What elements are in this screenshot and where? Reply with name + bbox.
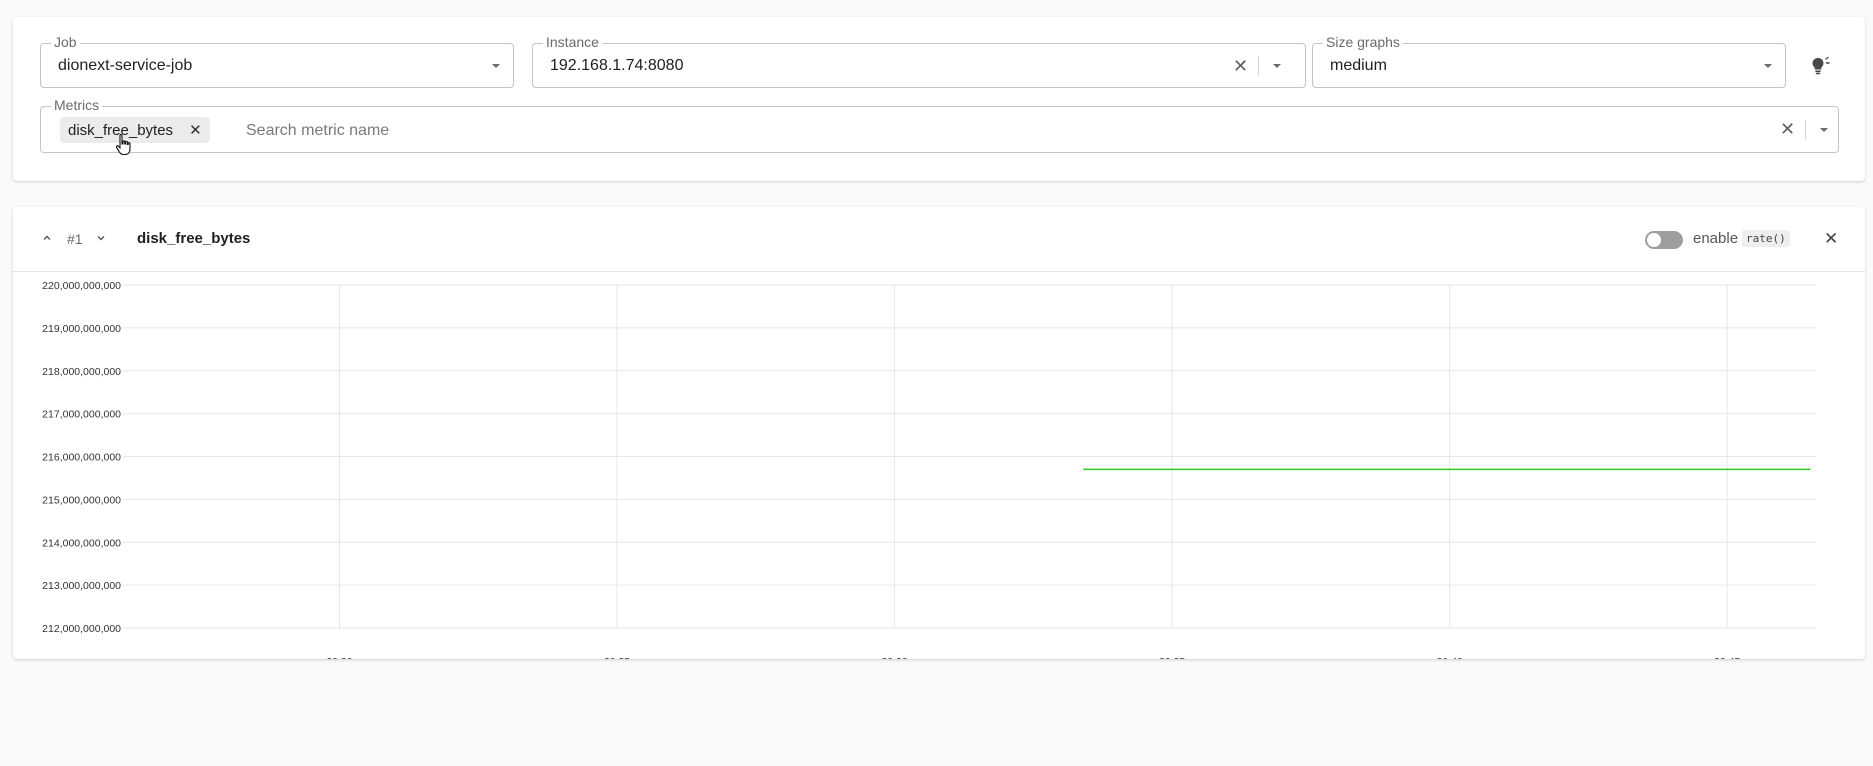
instance-label: Instance [543,33,602,51]
job-value: dionext-service-job [58,57,193,74]
graph-header: #1 disk_free_bytes enable rate() ✕ [13,207,1865,272]
metrics-divider [1805,121,1806,139]
metric-chart: 212,000,000,000 213,000,000,000 214,000,00… [42,280,1816,659]
instance-value: 192.168.1.74:8080 [550,57,684,74]
y-tick-label: 213,000,000,000 [42,580,121,592]
size-dropdown-icon[interactable] [1764,64,1772,68]
rate-code: rate() [1742,230,1790,247]
instance-divider [1258,57,1259,75]
x-tick-label: 20:45 [1714,656,1740,659]
instance-select[interactable]: Instance 192.168.1.74:8080 ✕ [532,33,1306,88]
x-tick-label: 20:20 [326,656,352,659]
size-graphs-value: medium [1330,57,1387,74]
hand-cursor-icon [115,133,131,156]
rate-toggle[interactable] [1645,231,1683,249]
rate-enable-text: enable [1693,230,1739,247]
close-graph-icon[interactable]: ✕ [1824,229,1839,248]
job-dropdown-icon[interactable] [492,64,500,68]
metrics-dropdown-icon[interactable] [1820,128,1828,132]
filters-panel: Job dionext-service-job Instance 192.168… [13,17,1865,181]
y-tick-label: 215,000,000,000 [42,494,121,506]
graph-index: #1 [67,231,83,247]
x-axis-labels: 20:202024-06-1620:2520:3020:3520:4020:45 [326,656,1740,659]
x-tick-label: 20:40 [1437,656,1463,659]
x-tick-label: 20:25 [604,656,630,659]
y-tick-label: 218,000,000,000 [42,366,121,378]
y-tick-label: 216,000,000,000 [42,452,121,464]
rate-toggle-knob [1647,233,1661,247]
metrics-clear-icon[interactable]: ✕ [1780,119,1796,139]
metric-chip-remove-icon[interactable]: ✕ [189,122,202,139]
graph-card: #1 disk_free_bytes enable rate() ✕ 212,00… [13,207,1865,659]
instance-clear-icon[interactable]: ✕ [1233,56,1249,76]
instance-dropdown-icon[interactable] [1273,64,1281,68]
y-axis-labels: 212,000,000,000 213,000,000,000 214,000,00… [42,280,121,635]
metrics-label: Metrics [51,96,103,114]
move-down-icon[interactable] [96,233,106,243]
job-label: Job [51,33,80,51]
metrics-select[interactable]: Metrics disk_free_bytes ✕ ✕ [40,96,1839,153]
x-tick-label: 20:30 [881,656,907,659]
move-up-icon[interactable] [42,233,52,243]
job-select[interactable]: Job dionext-service-job [40,33,514,88]
lightbulb-icon[interactable] [1809,55,1831,77]
y-tick-label: 219,000,000,000 [42,323,121,335]
x-tick-label: 20:35 [1159,656,1185,659]
size-graphs-label: Size graphs [1323,33,1403,51]
chart-gridlines [123,284,1816,629]
graph-title: disk_free_bytes [137,230,251,247]
size-graphs-select[interactable]: Size graphs medium [1312,33,1786,88]
metric-search-input[interactable] [244,119,1548,143]
y-tick-label: 214,000,000,000 [42,537,121,549]
y-tick-label: 220,000,000,000 [42,280,121,292]
metric-chip-label: disk_free_bytes [68,121,174,139]
metric-chip[interactable]: disk_free_bytes ✕ [60,117,210,143]
y-tick-label: 212,000,000,000 [42,623,121,635]
rate-toggle-label: enable rate() [1693,230,1790,247]
y-tick-label: 217,000,000,000 [42,409,121,421]
